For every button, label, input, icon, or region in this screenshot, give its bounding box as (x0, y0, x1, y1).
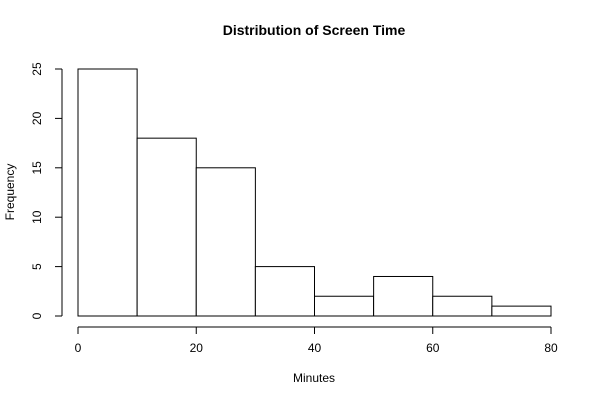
x-tick-label: 40 (308, 341, 322, 355)
y-tick-label: 20 (30, 111, 44, 125)
histogram-bar-2 (195, 167, 256, 317)
x-tick-label: 0 (75, 341, 82, 355)
histogram-bar-1 (136, 137, 197, 317)
chart-title: Distribution of Screen Time (223, 22, 406, 38)
histogram-bar-3 (254, 266, 315, 317)
histogram-bar-5 (373, 275, 434, 317)
histogram-bar-0 (77, 68, 138, 317)
x-tick-label: 20 (190, 341, 204, 355)
y-tick-label: 10 (30, 210, 44, 224)
histogram-bar-6 (432, 295, 493, 317)
histogram-bar-7 (491, 305, 552, 317)
bars-group (77, 68, 552, 317)
y-axis-label: Frequency (3, 164, 17, 221)
y-tick-label: 25 (30, 62, 44, 76)
x-axis-label: Minutes (293, 371, 335, 385)
y-tick-label: 0 (30, 312, 44, 319)
x-axis: 0 20 40 60 80 (75, 326, 558, 355)
y-tick-label: 5 (30, 263, 44, 270)
histogram-bar-4 (314, 295, 375, 317)
y-axis: 0 5 10 15 20 25 (30, 62, 63, 319)
x-tick-label: 60 (426, 341, 440, 355)
x-tick-label: 80 (544, 341, 558, 355)
y-tick-label: 15 (30, 161, 44, 175)
